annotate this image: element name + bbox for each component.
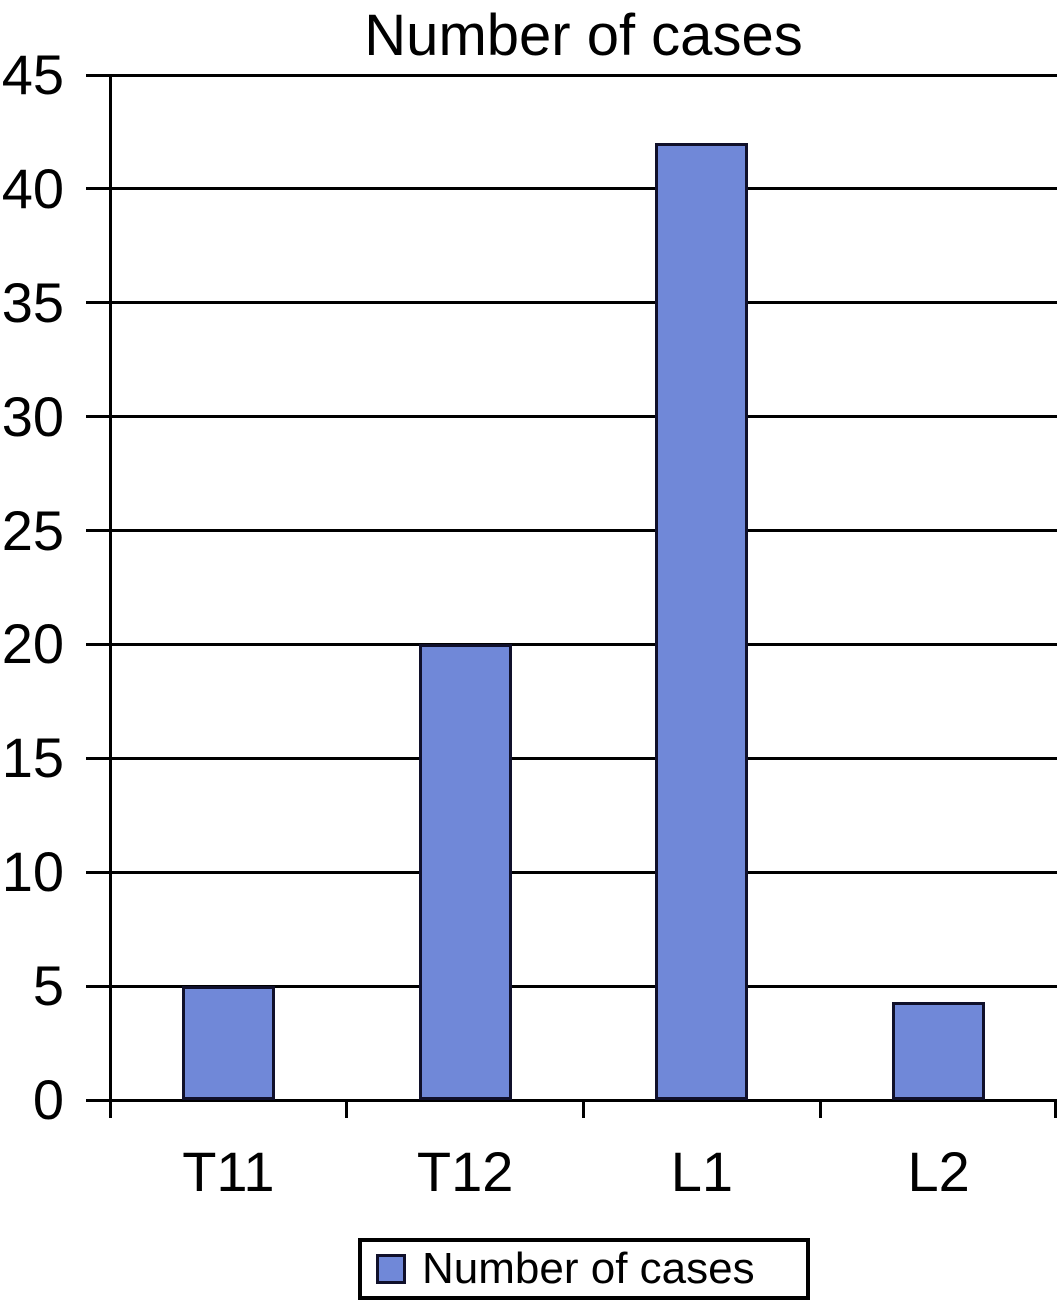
y-axis-tick-label: 15 [1, 726, 64, 790]
y-axis-tick-label: 40 [1, 156, 64, 220]
gridline [86, 73, 1057, 77]
gridline [86, 642, 1057, 646]
x-axis-tick [345, 1100, 349, 1118]
gridline [86, 415, 1057, 419]
legend: Number of cases [358, 1238, 810, 1300]
legend-label: Number of cases [422, 1244, 755, 1293]
y-axis-tick-label: 30 [1, 384, 64, 448]
x-axis-tick [818, 1100, 822, 1118]
gridline [86, 529, 1057, 533]
bar [418, 644, 512, 1100]
y-axis-tick-label: 0 [32, 1068, 64, 1131]
x-axis-tick-label: T11 [182, 1140, 275, 1203]
y-axis-tick-label: 25 [1, 498, 64, 562]
y-axis-line [108, 75, 112, 1118]
gridline [86, 187, 1057, 191]
gridline [86, 756, 1057, 760]
bar [181, 986, 275, 1100]
bar [892, 1002, 986, 1100]
x-axis-tick-label: T12 [416, 1140, 514, 1203]
gridline [86, 301, 1057, 305]
x-axis-tick-label: L1 [670, 1140, 734, 1203]
chart-title: Number of cases [364, 3, 803, 68]
x-axis-tick [1053, 1100, 1057, 1118]
gridline [86, 870, 1057, 874]
x-axis-tick-label: L2 [907, 1140, 970, 1203]
legend-swatch-icon [376, 1254, 406, 1284]
x-axis-tick [108, 1100, 112, 1118]
y-axis-tick-label: 45 [1, 43, 64, 106]
y-axis-tick-label: 10 [1, 840, 64, 904]
gridline [86, 984, 1057, 988]
bar [655, 143, 749, 1100]
y-axis-tick-label: 5 [32, 954, 64, 1018]
y-axis-tick-label: 35 [1, 270, 64, 334]
y-axis-tick-label: 20 [1, 612, 64, 676]
x-axis-line [86, 1098, 1057, 1102]
x-axis-tick [582, 1100, 585, 1118]
